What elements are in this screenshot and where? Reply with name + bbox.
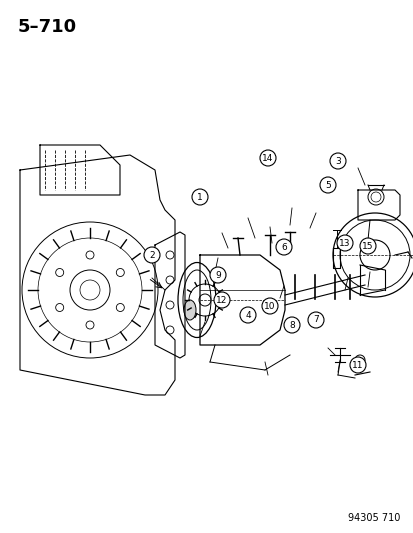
Circle shape — [359, 238, 375, 254]
Circle shape — [209, 267, 225, 283]
Text: 13: 13 — [338, 238, 350, 247]
Text: 5: 5 — [324, 181, 330, 190]
Text: 7: 7 — [312, 316, 318, 325]
Circle shape — [319, 177, 335, 193]
Circle shape — [261, 298, 277, 314]
Text: 5–710: 5–710 — [18, 18, 77, 36]
Text: 6: 6 — [280, 243, 286, 252]
Circle shape — [329, 153, 345, 169]
Text: 3: 3 — [334, 157, 340, 166]
Text: 1: 1 — [197, 192, 202, 201]
Text: 10: 10 — [263, 302, 275, 311]
Text: 11: 11 — [351, 360, 363, 369]
Circle shape — [192, 189, 207, 205]
Text: 15: 15 — [361, 241, 373, 251]
Text: 8: 8 — [288, 320, 294, 329]
Circle shape — [275, 239, 291, 255]
Circle shape — [336, 235, 352, 251]
Text: 4: 4 — [244, 311, 250, 319]
Ellipse shape — [183, 300, 195, 320]
Circle shape — [259, 150, 275, 166]
Circle shape — [240, 307, 255, 323]
Text: 2: 2 — [149, 251, 154, 260]
Circle shape — [144, 247, 159, 263]
Circle shape — [214, 292, 230, 308]
Circle shape — [349, 357, 365, 373]
Text: 94305 710: 94305 710 — [347, 513, 399, 523]
Circle shape — [283, 317, 299, 333]
Text: 14: 14 — [262, 154, 273, 163]
Text: 9: 9 — [215, 271, 221, 279]
Text: 12: 12 — [216, 295, 227, 304]
Circle shape — [307, 312, 323, 328]
